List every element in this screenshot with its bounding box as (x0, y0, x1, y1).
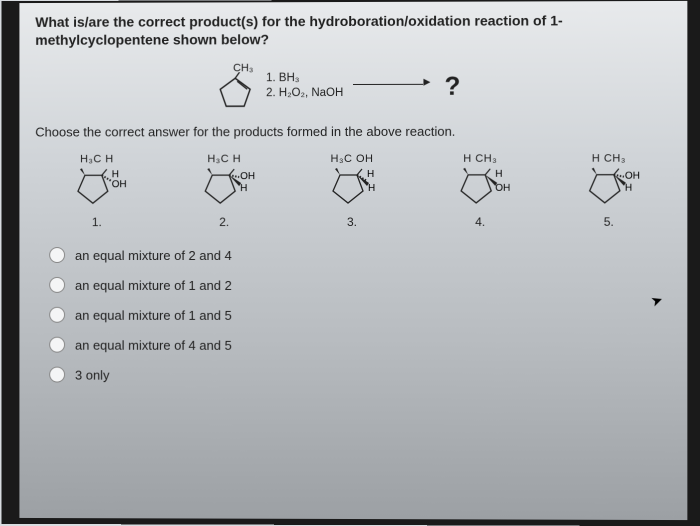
struct3-icon: H H (317, 167, 387, 211)
cyclopentene-icon (214, 73, 256, 111)
svg-text:OH: OH (112, 180, 127, 191)
radio-icon[interactable] (49, 307, 65, 323)
svg-text:H: H (495, 169, 502, 180)
question-line1: What is/are the correct product(s) for t… (35, 12, 562, 30)
radio-icon[interactable] (49, 367, 65, 383)
reagent-2: 2. H₂O₂, NaOH (266, 86, 343, 101)
svg-text:H: H (368, 183, 375, 194)
reagent-1: 1. BH₃ (266, 71, 343, 86)
answer-options: an equal mixture of 2 and 4 an equal mix… (49, 247, 671, 384)
question-text: What is/are the correct product(s) for t… (35, 11, 671, 49)
structure-2: H₃C H OH H 2. (168, 153, 280, 229)
struct3-top: H₃C OH (296, 153, 408, 165)
radio-icon[interactable] (49, 337, 65, 353)
struct4-num: 4. (424, 215, 536, 229)
struct2-num: 2. (168, 215, 280, 229)
sm-ch3-label: CH₃ (230, 63, 256, 75)
struct1-top: H₃C H (41, 154, 152, 166)
structure-5: H CH₃ OH H 5. (552, 153, 665, 229)
struct1-icon: H OH (62, 168, 132, 212)
reaction-scheme: CH₃ 1. BH₃ 2. H₂O₂, NaOH ▸ ? (214, 62, 671, 111)
struct2-icon: OH H (189, 167, 259, 211)
svg-text:OH: OH (625, 171, 640, 182)
option-d-label: an equal mixture of 4 and 5 (75, 338, 232, 353)
structure-3: H₃C OH H H 3. (296, 153, 408, 229)
structure-4: H CH₃ H OH 4. (424, 153, 536, 229)
reagents-block: 1. BH₃ 2. H₂O₂, NaOH (266, 71, 343, 101)
option-e-label: 3 only (75, 368, 109, 383)
product-placeholder: ? (444, 71, 460, 102)
struct5-num: 5. (552, 215, 665, 229)
quiz-screen: What is/are the correct product(s) for t… (2, 0, 700, 526)
reaction-arrow: ▸ (353, 70, 430, 87)
option-a-label: an equal mixture of 2 and 4 (75, 248, 232, 263)
option-c-label: an equal mixture of 1 and 5 (75, 308, 232, 323)
option-b[interactable]: an equal mixture of 1 and 2 (49, 277, 671, 293)
option-e[interactable]: 3 only (49, 367, 671, 384)
structure-1: H₃C H H OH 1. (41, 154, 152, 230)
svg-text:H: H (367, 169, 374, 180)
struct3-num: 3. (296, 215, 408, 229)
svg-text:H: H (240, 183, 247, 194)
struct5-icon: OH H (574, 167, 644, 211)
option-b-label: an equal mixture of 1 and 2 (75, 278, 232, 293)
struct1-num: 1. (41, 215, 152, 229)
struct2-top: H₃C H (168, 153, 280, 165)
option-d[interactable]: an equal mixture of 4 and 5 (49, 337, 671, 354)
svg-text:H: H (625, 183, 632, 194)
radio-icon[interactable] (49, 277, 65, 293)
struct5-top: H CH₃ (552, 153, 665, 165)
radio-icon[interactable] (49, 247, 65, 263)
option-a[interactable]: an equal mixture of 2 and 4 (49, 247, 671, 263)
struct4-icon: H OH (445, 167, 515, 211)
option-c[interactable]: an equal mixture of 1 and 5 (49, 307, 671, 323)
question-line2: methylcyclopentene shown below? (35, 31, 269, 48)
starting-material: CH₃ (214, 63, 256, 111)
svg-text:OH: OH (495, 183, 510, 194)
instruction-text: Choose the correct answer for the produc… (35, 124, 671, 140)
struct4-top: H CH₃ (424, 153, 536, 165)
svg-text:OH: OH (240, 171, 255, 182)
structure-choices: H₃C H H OH 1. H₃C H OH H 2. (35, 153, 671, 230)
